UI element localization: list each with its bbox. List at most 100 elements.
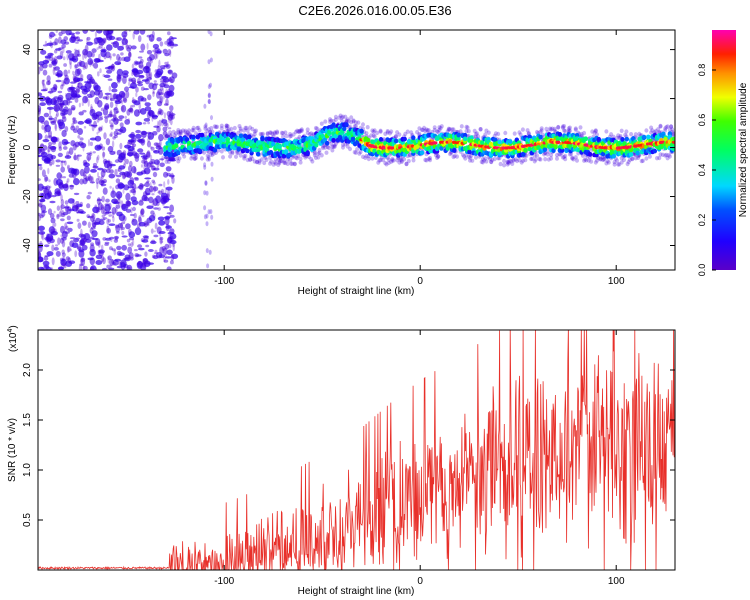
heatmap-cell: [385, 130, 390, 135]
heatmap-cell: [526, 131, 531, 136]
heatmap-cell: [203, 131, 208, 136]
heatmap-cell: [505, 159, 510, 164]
heatmap-cell: [284, 133, 289, 139]
heatmap-cell: [176, 130, 181, 135]
heatmap-cell: [46, 251, 54, 257]
heatmap-cell: [146, 217, 153, 224]
heatmap-cell: [151, 179, 155, 183]
heatmap-cell: [244, 125, 249, 131]
heatmap-cell: [155, 142, 159, 148]
heatmap-cell: [86, 37, 89, 45]
heatmap-cell: [658, 123, 663, 129]
heatmap-cell: [44, 237, 50, 241]
heatmap-cell: [38, 147, 42, 155]
heatmap-cell: [243, 125, 248, 131]
heatmap-cell: [47, 52, 54, 57]
heatmap-cell: [310, 159, 315, 164]
heatmap-cell: [119, 142, 123, 150]
heatmap-cell: [137, 56, 143, 59]
heatmap-cell: [451, 127, 456, 132]
heatmap-cell: [567, 128, 572, 133]
heatmap-cell: [163, 93, 165, 100]
heatmap-cell: [98, 127, 103, 132]
heatmap-cell: [666, 153, 671, 158]
heatmap-cell: [623, 132, 628, 138]
heatmap-cell: [150, 38, 153, 42]
heatmap-cell: [112, 215, 115, 223]
heatmap-cell: [115, 37, 119, 41]
heatmap-cell: [131, 218, 138, 226]
heatmap-cell: [592, 130, 597, 135]
heatmap-cell: [184, 137, 190, 142]
heatmap-cell: [90, 169, 97, 173]
heatmap-cell: [636, 155, 641, 160]
heatmap-cell: [146, 150, 151, 158]
heatmap-cell: [390, 158, 395, 163]
heatmap-cell: [282, 160, 287, 165]
heatmap-cell: [629, 132, 634, 137]
heatmap-cell: [125, 208, 132, 213]
heatmap-cell: [68, 32, 76, 36]
heatmap-cell: [126, 238, 131, 243]
heatmap-cell: [137, 185, 144, 190]
heatmap-cell: [378, 157, 383, 163]
heatmap-cell: [169, 105, 174, 112]
heatmap-cell: [656, 127, 661, 132]
heatmap-cell: [98, 220, 105, 226]
heatmap-cell: [484, 128, 489, 133]
heatmap-cell: [104, 117, 109, 124]
heatmap-cell: [107, 78, 113, 81]
heatmap-cell: [154, 252, 159, 255]
heatmap-cell: [144, 251, 148, 257]
heatmap-cell: [292, 161, 297, 166]
heatmap-cell: [669, 124, 674, 129]
spectrogram-x-axis-label: Height of straight line (km): [298, 286, 415, 297]
heatmap-cell: [123, 97, 128, 104]
heatmap-cell: [65, 256, 71, 261]
heatmap-cell: [292, 145, 297, 151]
heatmap-cell: [255, 159, 260, 165]
heatmap-cell: [142, 235, 149, 239]
heatmap-cell: [129, 213, 135, 217]
heatmap-cell: [203, 214, 207, 220]
heatmap-cell: [137, 35, 142, 43]
heatmap-cell: [107, 219, 112, 223]
heatmap-cell: [439, 124, 444, 129]
heatmap-cell: [89, 257, 96, 266]
heatmap-cell: [38, 215, 41, 222]
heatmap-cell: [120, 226, 125, 231]
heatmap-cell: [240, 137, 246, 143]
snr-x-axis-label: Height of straight line (km): [298, 586, 415, 597]
heatmap-cell: [378, 129, 383, 134]
heatmap-cell: [653, 128, 658, 134]
heatmap-cell: [285, 161, 290, 166]
heatmap-cell: [111, 207, 117, 215]
heatmap-cell: [77, 222, 82, 229]
heatmap-cell: [50, 146, 57, 153]
heatmap-cell: [221, 155, 225, 160]
heatmap-cell: [113, 238, 119, 243]
heatmap-cell: [232, 125, 237, 131]
heatmap-cell: [602, 157, 606, 162]
heatmap-cell: [105, 30, 110, 35]
heatmap-cell: [165, 98, 169, 106]
heatmap-cell: [97, 127, 101, 134]
heatmap-cell: [183, 128, 188, 133]
heatmap-cell: [170, 254, 175, 262]
heatmap-cell: [207, 93, 211, 99]
heatmap-cell: [57, 90, 63, 94]
heatmap-cell: [448, 127, 452, 132]
heatmap-cell: [86, 195, 91, 200]
snr-x-tick-label: -100: [214, 576, 234, 587]
heatmap-cell: [553, 143, 558, 149]
heatmap-cell: [234, 154, 238, 159]
heatmap-cell: [120, 52, 124, 56]
heatmap-cell: [333, 141, 338, 146]
heatmap-cell: [150, 146, 155, 151]
heatmap-cell: [172, 133, 177, 138]
heatmap-cell: [667, 154, 672, 159]
heatmap-cell: [96, 131, 99, 135]
heatmap-cell: [321, 145, 325, 151]
heatmap-cell: [600, 151, 606, 157]
